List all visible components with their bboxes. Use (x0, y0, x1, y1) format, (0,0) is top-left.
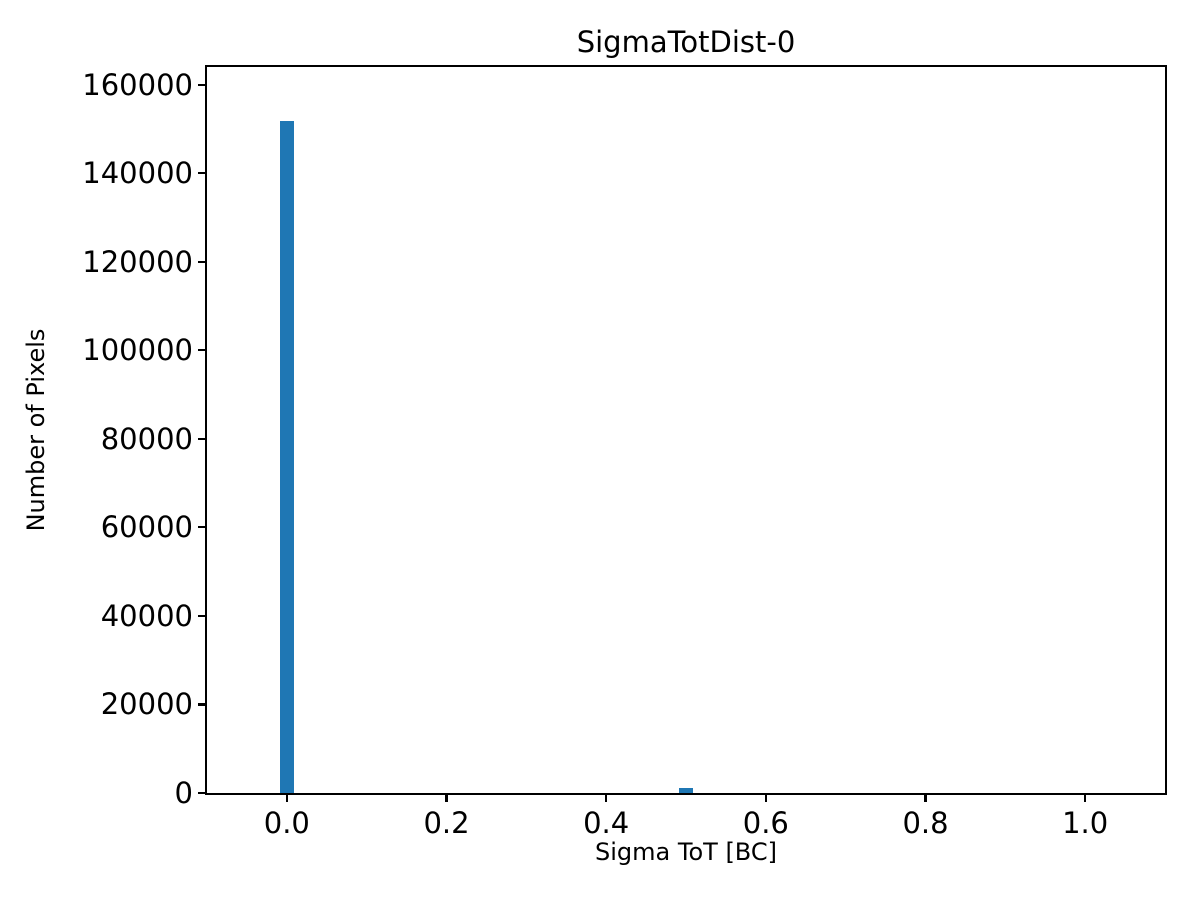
x-tick-label: 0.2 (423, 806, 470, 840)
bar (279, 121, 294, 793)
plot-area (207, 67, 1165, 793)
x-tick-label: 0.0 (263, 806, 310, 840)
bar (679, 788, 693, 793)
y-axis-label-wrapper: Number of Pixels (22, 0, 50, 900)
y-tick-label: 0 (174, 776, 193, 810)
y-tick-mark (198, 526, 207, 529)
y-tick-mark (198, 703, 207, 706)
y-tick-label: 140000 (82, 156, 193, 191)
y-tick-mark (198, 437, 207, 440)
y-tick-mark (198, 172, 207, 175)
y-tick-mark (198, 260, 207, 263)
x-tick-mark (924, 793, 927, 802)
y-tick-mark (198, 83, 207, 86)
chart-title: SigmaTotDist-0 (576, 25, 796, 59)
y-tick-label: 160000 (82, 67, 193, 102)
y-tick-mark (198, 349, 207, 352)
y-tick-label: 20000 (100, 687, 193, 722)
x-tick-label: 0.4 (583, 806, 630, 840)
y-tick-label: 100000 (82, 333, 193, 368)
x-tick-label: 1.0 (1062, 806, 1109, 840)
x-tick-label: 0.6 (742, 806, 789, 840)
x-tick-mark (285, 793, 288, 802)
y-tick-mark (198, 791, 207, 795)
plot-axes: 0 20000 40000 60000 80000 100000 120000 140000 1… (82, 65, 1167, 840)
y-tick-label: 120000 (82, 244, 193, 279)
y-tick-label: 40000 (100, 598, 193, 633)
y-axis-label: Number of Pixels (22, 328, 50, 532)
y-tick-mark (198, 614, 207, 617)
x-tick-mark (605, 793, 608, 802)
x-axis-label: Sigma ToT [BC] (595, 838, 777, 866)
x-tick-mark (764, 793, 767, 802)
x-tick-mark (1084, 793, 1087, 802)
x-tick-mark (445, 793, 448, 802)
y-tick-label: 80000 (100, 421, 193, 456)
x-tick-label: 0.8 (902, 806, 949, 840)
y-tick-label: 60000 (100, 510, 193, 545)
